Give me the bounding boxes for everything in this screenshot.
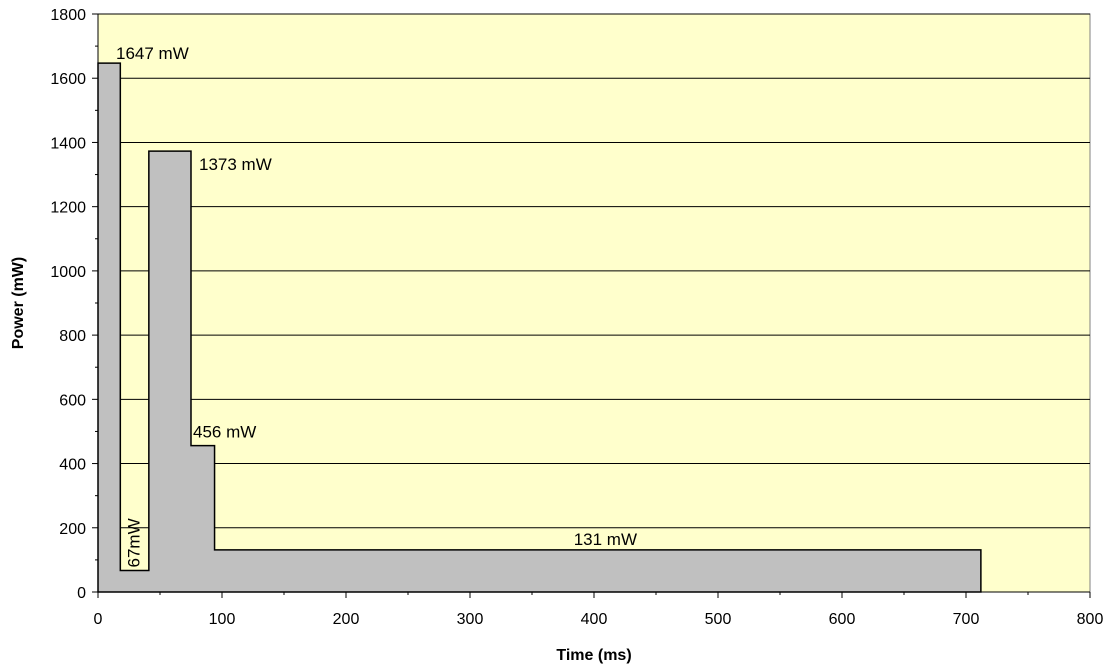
plot-area — [97, 13, 1091, 593]
y-tick-label: 400 — [59, 457, 86, 474]
y-tick-label: 600 — [59, 392, 86, 409]
x-tick-label: 700 — [953, 611, 980, 628]
y-tick-label: 1800 — [50, 7, 86, 24]
y-tick-label: 0 — [77, 585, 86, 602]
label-456mw: 456 mW — [193, 423, 256, 442]
x-tick-label: 300 — [457, 611, 484, 628]
y-tick-label: 800 — [59, 328, 86, 345]
label-131mw: 131 mW — [574, 530, 637, 549]
x-axis-ticks: 0 100 200 300 400 500 600 700 800 — [94, 592, 1104, 628]
y-tick-label: 1600 — [50, 71, 86, 88]
y-axis-ticks: 0 200 400 600 800 1000 1200 1400 1600 1800 — [50, 7, 98, 602]
y-axis-title: Power (mW) — [10, 257, 27, 349]
data-labels: 1647 mW 67mW 1373 mW 456 mW 131 mW — [116, 44, 637, 567]
y-tick-label: 1000 — [50, 264, 86, 281]
power-area — [97, 62, 982, 593]
x-tick-label: 0 — [94, 611, 103, 628]
y-tick-label: 1400 — [50, 135, 86, 152]
y-tick-label: 1200 — [50, 200, 86, 217]
label-1647mw: 1647 mW — [116, 44, 189, 63]
x-tick-label: 400 — [581, 611, 608, 628]
x-tick-label: 500 — [705, 611, 732, 628]
x-tick-label: 200 — [333, 611, 360, 628]
x-tick-label: 100 — [209, 611, 236, 628]
label-1373mw: 1373 mW — [199, 155, 272, 174]
label-67mw: 67mW — [124, 518, 143, 567]
y-tick-label: 200 — [59, 521, 86, 538]
x-tick-label: 600 — [829, 611, 856, 628]
gridlines — [98, 13, 1090, 529]
x-tick-label: 800 — [1077, 611, 1104, 628]
x-axis-title: Time (ms) — [556, 647, 631, 664]
